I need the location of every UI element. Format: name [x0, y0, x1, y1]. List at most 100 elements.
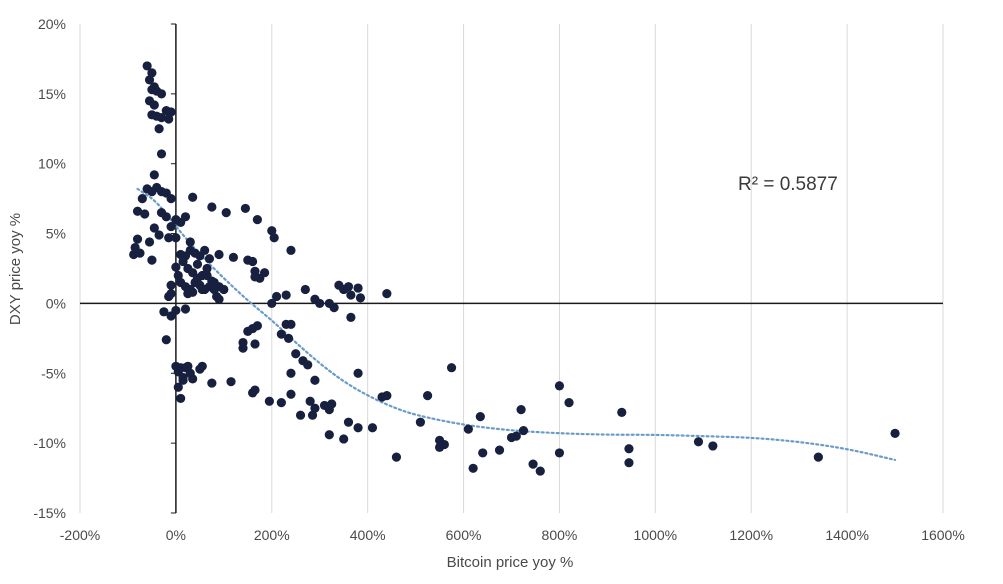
data-point [382, 391, 392, 401]
data-point [355, 293, 366, 303]
data-point [343, 417, 354, 427]
y-tick-label: 5% [46, 226, 66, 242]
data-point [446, 363, 457, 373]
data-point [305, 396, 315, 406]
data-point [269, 233, 279, 243]
data-point [166, 289, 176, 299]
data-point [475, 411, 485, 422]
data-point [286, 389, 296, 399]
data-point [307, 410, 318, 420]
data-point [219, 284, 229, 295]
data-point [135, 248, 145, 258]
data-point [188, 287, 198, 297]
data-point [154, 230, 164, 240]
data-point [439, 439, 449, 450]
data-point [180, 304, 191, 314]
data-point [240, 203, 251, 214]
data-point [300, 284, 310, 295]
x-tick-label: 600% [446, 527, 482, 543]
data-point [346, 312, 356, 322]
data-point [276, 329, 286, 339]
x-tick-label: 800% [542, 527, 578, 543]
data-point [140, 209, 150, 219]
data-point [156, 89, 167, 99]
x-axis-title: Bitcoin price yoy % [447, 554, 574, 571]
data-point [183, 361, 193, 371]
x-tick-label: -200% [60, 527, 100, 543]
data-point [248, 256, 258, 267]
data-point [329, 303, 339, 313]
data-point [144, 237, 155, 247]
x-tick-label: 0% [166, 527, 186, 543]
data-point [207, 378, 217, 388]
data-point [327, 399, 337, 409]
data-point [132, 234, 143, 244]
y-tick-labels: -15% -10% -5% 0% 5% 10% 15% 20% [33, 16, 66, 521]
data-point [264, 396, 274, 406]
y-tick-label: -10% [33, 435, 66, 451]
x-tick-label: 200% [254, 527, 290, 543]
data-point [516, 405, 526, 415]
data-point [209, 284, 219, 295]
data-point [315, 298, 325, 309]
x-tick-label: 1600% [921, 527, 965, 543]
data-point [166, 194, 176, 204]
data-point [149, 170, 159, 180]
data-point [890, 428, 900, 438]
data-point [166, 221, 176, 232]
trendline-path [136, 187, 897, 462]
data-point [197, 284, 207, 295]
y-tick-label: 20% [38, 16, 66, 32]
data-point [286, 368, 296, 378]
data-point [271, 291, 282, 302]
data-point [554, 448, 565, 458]
data-point [142, 61, 152, 71]
data-point [617, 407, 627, 418]
data-point [494, 445, 505, 455]
data-point [367, 423, 378, 433]
data-point [250, 339, 260, 349]
data-point [149, 100, 159, 110]
data-point [180, 212, 191, 222]
data-point [353, 368, 363, 378]
x-tick-labels: -200% 0% 200% 400% 600% 800% 1000% 1200% 1400% 16… [60, 527, 965, 543]
data-point [147, 255, 157, 265]
data-point [422, 391, 433, 401]
r-squared-annotation: R² = 0.5877 [738, 174, 838, 195]
data-point [252, 215, 262, 225]
gridlines [79, 24, 944, 513]
data-point [178, 375, 188, 385]
data-point [708, 441, 718, 451]
data-point [154, 124, 164, 134]
x-tick-label: 1200% [729, 527, 773, 543]
x-tick-label: 1000% [634, 527, 678, 543]
data-point [243, 326, 253, 336]
data-point [214, 294, 224, 304]
data-point [693, 437, 704, 447]
data-point [207, 276, 217, 286]
data-point [295, 410, 306, 420]
data-point [353, 423, 363, 433]
data-point [415, 417, 426, 427]
data-point [346, 290, 356, 300]
data-point [259, 268, 270, 278]
data-point [207, 202, 217, 212]
data-point [185, 237, 195, 247]
y-tick-label: -5% [41, 365, 66, 381]
data-point [353, 283, 363, 293]
data-point [286, 245, 296, 255]
data-point [226, 377, 236, 387]
data-point [156, 149, 167, 159]
data-point [164, 233, 174, 243]
x-tick-label: 1400% [825, 527, 869, 543]
data-point [564, 398, 574, 408]
x-tick-label: 400% [350, 527, 386, 543]
data-point [166, 280, 176, 290]
data-point [200, 245, 210, 255]
data-point [238, 343, 248, 353]
data-point [267, 298, 277, 309]
y-axis-title: DXY price yoy % [7, 213, 24, 325]
data-point [144, 75, 155, 85]
data-point [171, 305, 181, 316]
data-point [391, 452, 402, 462]
